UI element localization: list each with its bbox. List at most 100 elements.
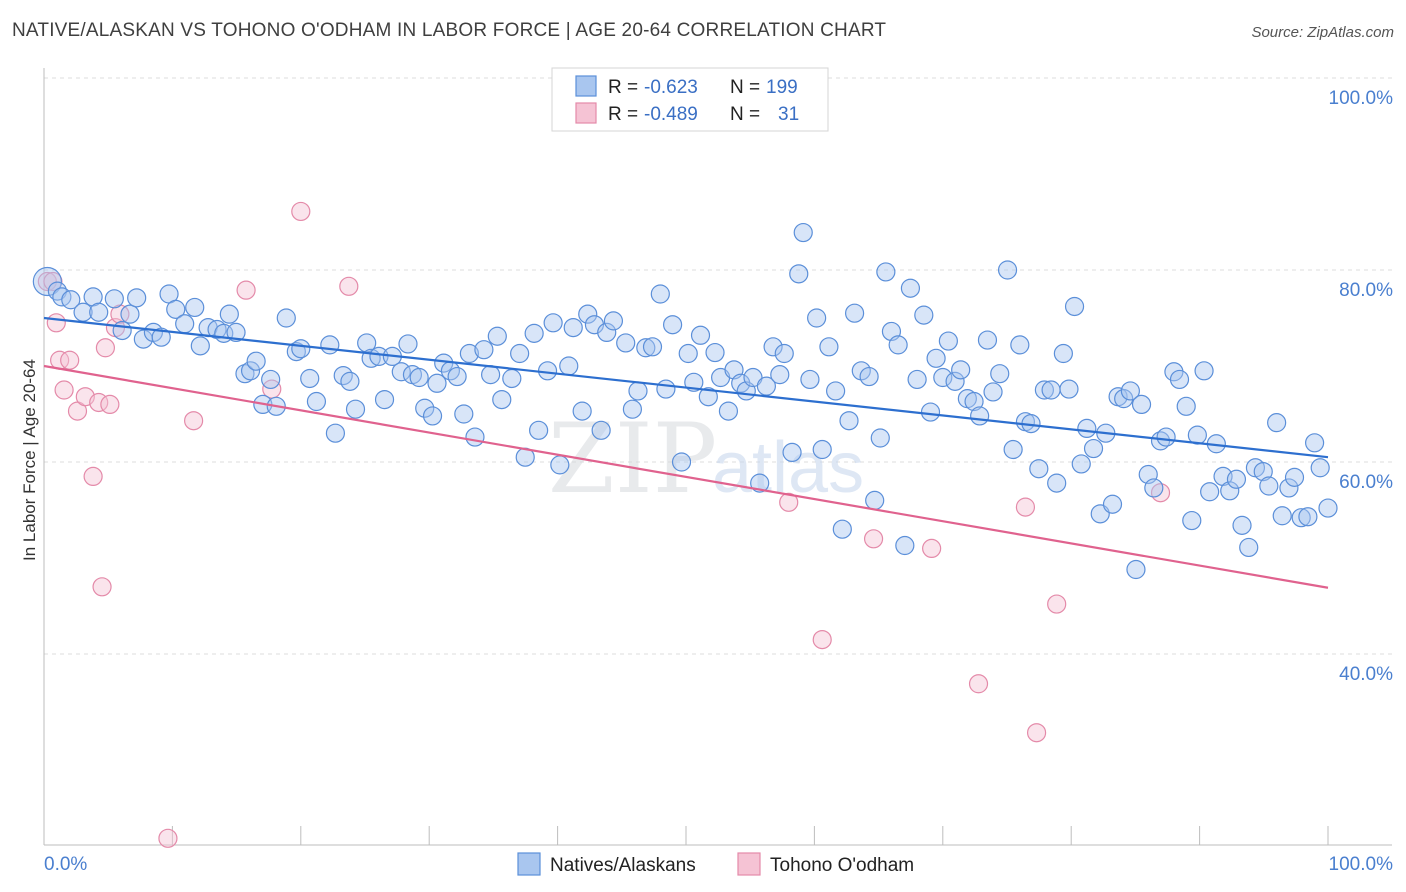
natives-points: [32, 222, 1338, 580]
y-tick-label: 80.0%: [1339, 280, 1393, 301]
native-point: [774, 343, 794, 364]
native-point: [1267, 413, 1287, 433]
native-point: [1169, 369, 1190, 390]
native-point: [636, 338, 656, 358]
native-point: [1200, 482, 1220, 502]
legend-swatch-blue: [575, 75, 597, 97]
native-point: [1064, 296, 1085, 317]
y-axis-title: In Labor Force | Age 20-64: [20, 359, 39, 561]
legend-n-label-2: N =: [730, 104, 760, 125]
native-point: [300, 368, 320, 389]
native-point: [983, 382, 1003, 402]
native-point: [895, 535, 915, 556]
native-point: [907, 369, 927, 390]
native-point: [320, 335, 340, 355]
tohono-point: [291, 201, 311, 222]
trend-lines: [43, 316, 1329, 589]
native-point: [876, 262, 896, 282]
native-point: [465, 427, 485, 447]
native-point: [933, 367, 953, 388]
native-point: [345, 399, 366, 419]
native-point: [563, 318, 583, 338]
native-point: [1131, 394, 1152, 414]
native-point: [756, 376, 776, 396]
native-point: [807, 308, 827, 328]
tohono-point: [1026, 723, 1047, 743]
native-point: [698, 387, 718, 407]
native-point: [1156, 427, 1176, 447]
native-point: [839, 411, 859, 431]
native-point: [369, 346, 389, 366]
native-point: [1003, 439, 1023, 460]
tohono-point: [60, 350, 80, 370]
y-tick-label: 40.0%: [1339, 664, 1393, 685]
native-point: [591, 420, 611, 440]
native-point: [325, 423, 346, 443]
native-point: [1305, 433, 1325, 453]
native-point: [1226, 469, 1247, 489]
legend-n-value-1: 199: [766, 77, 798, 98]
native-point: [1010, 335, 1030, 355]
native-point: [1310, 458, 1330, 478]
native-point: [454, 404, 474, 424]
correlation-legend: R = -0.623 N = 199 R = -0.489 N = 31: [551, 67, 829, 132]
legend-n-value-2: 31: [778, 104, 799, 125]
native-point: [185, 297, 205, 318]
native-point: [543, 313, 563, 333]
native-point: [938, 331, 958, 351]
native-point: [826, 381, 846, 401]
tohono-point: [779, 492, 799, 512]
native-point: [1194, 361, 1214, 381]
native-point: [750, 473, 770, 493]
native-point: [1041, 380, 1061, 400]
native-point: [409, 367, 429, 388]
native-point: [812, 439, 832, 460]
chart-title: NATIVE/ALASKAN VS TOHONO O'ODHAM IN LABO…: [12, 20, 887, 41]
native-point: [684, 372, 704, 392]
native-point: [459, 343, 479, 364]
native-point: [1144, 478, 1164, 498]
native-point: [888, 335, 908, 355]
native-point: [487, 326, 507, 346]
tohono-point: [812, 629, 832, 650]
native-point: [235, 364, 255, 384]
native-point: [1239, 537, 1259, 558]
tohono-point: [46, 313, 66, 333]
native-point: [1176, 396, 1196, 416]
native-point: [261, 369, 281, 390]
native-point: [1083, 438, 1104, 459]
native-point: [1047, 473, 1067, 493]
native-point: [32, 266, 62, 297]
bottom-legend-label-2: Tohono O'odham: [770, 855, 914, 876]
tohono-point: [54, 380, 74, 400]
native-point: [190, 336, 210, 356]
native-point: [572, 401, 592, 421]
native-point: [422, 406, 443, 426]
grid-lines: [44, 77, 1392, 655]
bottom-legend-swatch-pink: [737, 852, 761, 876]
axes: [43, 68, 1392, 846]
native-point: [977, 330, 998, 350]
native-point: [900, 278, 921, 298]
native-point: [1071, 454, 1091, 474]
native-point: [671, 452, 692, 472]
native-point: [770, 365, 790, 385]
bottom-legend-swatch-blue: [517, 852, 541, 876]
native-point: [291, 339, 311, 359]
native-point: [1182, 510, 1202, 531]
native-point: [718, 401, 739, 421]
tohono-point: [1015, 497, 1036, 517]
native-point: [1053, 343, 1073, 364]
native-point: [89, 302, 109, 322]
native-point: [276, 308, 296, 328]
native-point: [844, 303, 865, 323]
tohono-point: [100, 394, 120, 414]
x-tick-label: 0.0%: [44, 854, 87, 875]
y-tick-label: 60.0%: [1339, 472, 1393, 493]
native-point: [1034, 380, 1055, 400]
native-point: [166, 299, 186, 319]
native-point: [870, 428, 890, 448]
native-point: [1059, 379, 1079, 399]
native-point: [597, 322, 617, 342]
watermark-zip: ZIP: [548, 403, 717, 515]
